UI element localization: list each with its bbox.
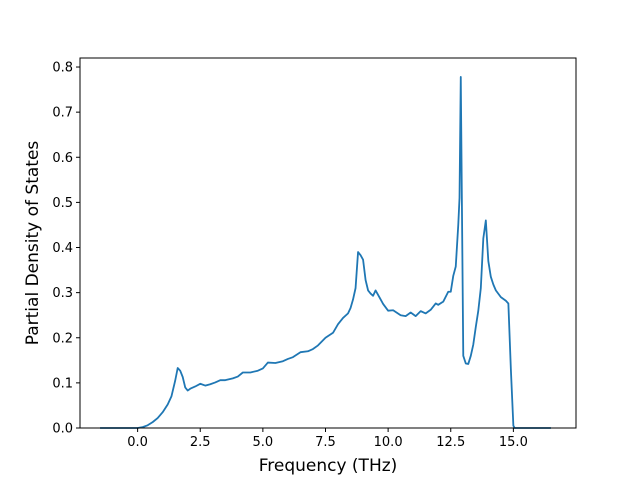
x-tick-label: 5.0 (253, 435, 274, 450)
pdos-line-series-0 (100, 76, 551, 429)
y-axis-label: Partial Density of States (23, 141, 43, 346)
x-tick-label: 7.5 (315, 435, 336, 450)
y-tick-label: 0.4 (52, 241, 73, 256)
y-tick-label: 0.0 (52, 422, 73, 437)
y-tick-label: 0.1 (52, 376, 73, 391)
plot-layer (100, 76, 551, 429)
y-tick-label: 0.7 (52, 106, 73, 121)
x-tick-label: 0.0 (127, 435, 148, 450)
y-tick-label: 0.2 (52, 331, 73, 346)
x-axis-label: Frequency (THz) (259, 456, 398, 476)
y-tick-label: 0.6 (52, 151, 73, 166)
y-tick-label: 0.3 (52, 286, 73, 301)
y-axis-ticks: 0.0 0.1 0.2 0.3 0.4 0.5 0.6 0.7 0.8 (52, 61, 80, 437)
y-tick-label: 0.5 (52, 196, 73, 211)
y-tick-label: 0.8 (52, 61, 73, 76)
x-tick-label: 2.5 (190, 435, 211, 450)
x-tick-label: 12.5 (436, 435, 465, 450)
x-tick-label: 10.0 (374, 435, 403, 450)
x-axis-ticks: 0.0 2.5 5.0 7.5 10.0 12.5 15.0 (127, 428, 528, 450)
x-tick-label: 15.0 (499, 435, 528, 450)
plot-frame (79, 57, 577, 429)
